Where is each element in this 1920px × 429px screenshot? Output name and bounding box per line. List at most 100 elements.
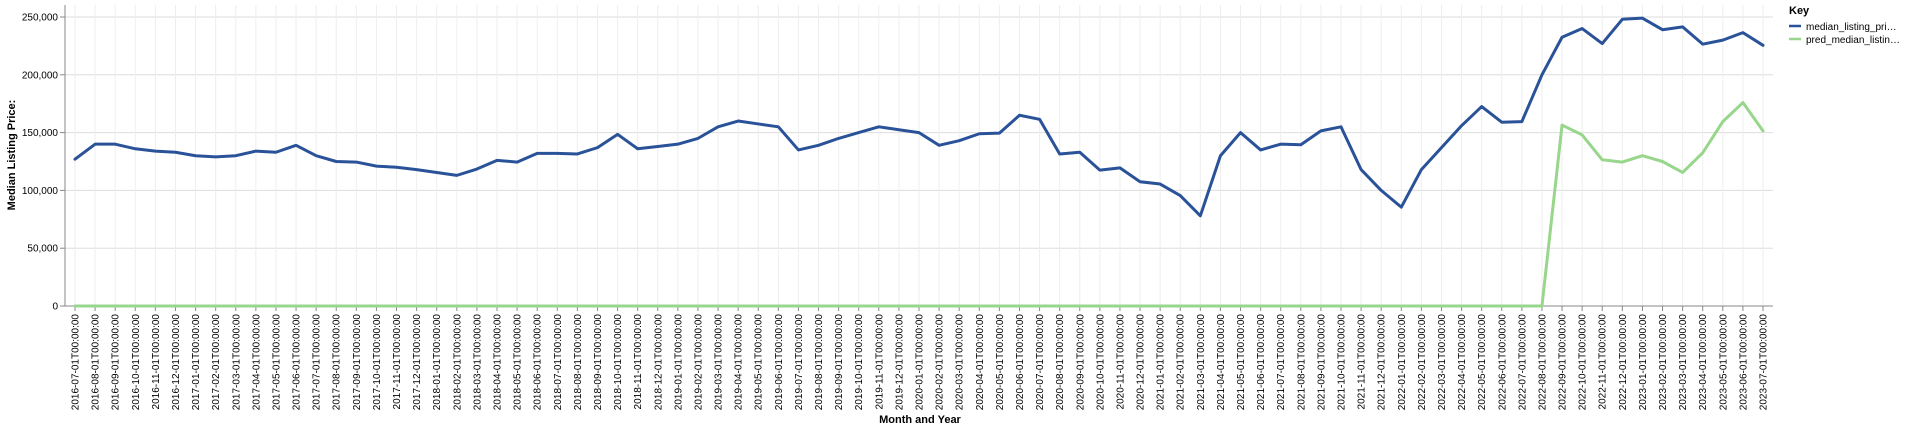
x-tick-label: 2020-05-01T00:00:00	[995, 314, 1006, 411]
x-tick-label: 2020-06-01T00:00:00	[1015, 314, 1026, 411]
series-layer	[73, 16, 1765, 308]
x-tick-label: 2021-04-01T00:00:00	[1216, 314, 1227, 411]
x-tick-label: 2021-07-01T00:00:00	[1276, 314, 1287, 411]
x-tick-label: 2020-03-01T00:00:00	[955, 314, 966, 411]
x-tick-label: 2019-01-01T00:00:00	[673, 314, 684, 411]
x-tick-label: 2020-09-01T00:00:00	[1075, 314, 1086, 411]
x-tick-label: 2023-07-01T00:00:00	[1759, 314, 1770, 411]
x-tick-label: 2016-11-01T00:00:00	[151, 314, 162, 410]
x-tick-label: 2017-05-01T00:00:00	[271, 314, 282, 411]
x-tick-label: 2018-11-01T00:00:00	[633, 314, 644, 410]
x-tick-label: 2020-01-01T00:00:00	[915, 314, 926, 411]
x-tick-label: 2019-05-01T00:00:00	[754, 314, 765, 411]
x-axis-ticks: 2016-07-01T00:00:00 2016-08-01T00:00:00 20…	[71, 306, 1770, 410]
legend: Key median_listing_pri… pred_median_list…	[1789, 5, 1900, 46]
x-tick-label: 2018-06-01T00:00:00	[533, 314, 544, 411]
x-tick-label: 2022-05-01T00:00:00	[1477, 314, 1488, 411]
x-tick-label: 2018-05-01T00:00:00	[513, 314, 524, 411]
x-tick-label: 2017-01-01T00:00:00	[191, 314, 202, 411]
y-tick-label: 150,000	[22, 128, 59, 139]
x-tick-label: 2022-03-01T00:00:00	[1437, 314, 1448, 411]
x-tick-label: 2018-01-01T00:00:00	[432, 314, 443, 411]
x-tick-label: 2023-02-01T00:00:00	[1658, 314, 1669, 411]
grid-lines	[65, 5, 1773, 307]
y-tick-label: 0	[52, 302, 58, 313]
x-tick-label: 2022-04-01T00:00:00	[1457, 314, 1468, 411]
x-tick-label: 2017-02-01T00:00:00	[211, 314, 222, 411]
x-tick-label: 2021-03-01T00:00:00	[1196, 314, 1207, 411]
x-tick-label: 2022-01-01T00:00:00	[1397, 314, 1408, 411]
y-tick-label: 100,000	[22, 186, 59, 197]
x-tick-label: 2016-12-01T00:00:00	[171, 314, 182, 411]
x-tick-label: 2018-04-01T00:00:00	[493, 314, 504, 411]
x-tick-label: 2018-09-01T00:00:00	[593, 314, 604, 411]
x-tick-label: 2019-07-01T00:00:00	[794, 314, 805, 411]
x-tick-label: 2017-04-01T00:00:00	[251, 314, 262, 411]
legend-label-median: median_listing_pri…	[1806, 22, 1897, 33]
x-tick-label: 2022-08-01T00:00:00	[1537, 314, 1548, 411]
x-tick-label: 2021-06-01T00:00:00	[1256, 314, 1267, 411]
x-tick-label: 2020-10-01T00:00:00	[1095, 314, 1106, 411]
x-tick-label: 2020-02-01T00:00:00	[935, 314, 946, 411]
x-tick-label: 2023-01-01T00:00:00	[1638, 314, 1649, 411]
x-tick-label: 2019-02-01T00:00:00	[693, 314, 704, 411]
x-tick-label: 2017-09-01T00:00:00	[352, 314, 363, 411]
x-tick-label: 2020-11-01T00:00:00	[1115, 314, 1126, 410]
x-tick-label: 2021-11-01T00:00:00	[1357, 314, 1368, 410]
x-tick-label: 2016-10-01T00:00:00	[131, 314, 142, 411]
x-tick-label: 2021-08-01T00:00:00	[1296, 314, 1307, 411]
x-tick-label: 2016-08-01T00:00:00	[91, 314, 102, 411]
y-tick-label: 250,000	[22, 13, 59, 24]
legend-label-pred: pred_median_listin…	[1806, 35, 1900, 46]
x-tick-label: 2020-04-01T00:00:00	[975, 314, 986, 411]
x-tick-label: 2022-10-01T00:00:00	[1578, 314, 1589, 411]
x-tick-label: 2023-06-01T00:00:00	[1738, 314, 1749, 411]
series-line-pred	[73, 101, 1765, 308]
x-tick-label: 2017-06-01T00:00:00	[292, 314, 303, 411]
x-tick-label: 2016-09-01T00:00:00	[111, 314, 122, 411]
x-tick-label: 2022-09-01T00:00:00	[1558, 314, 1569, 411]
x-tick-label: 2018-03-01T00:00:00	[472, 314, 483, 411]
x-tick-label: 2021-05-01T00:00:00	[1236, 314, 1247, 411]
x-tick-label: 2019-06-01T00:00:00	[774, 314, 785, 411]
x-tick-label: 2017-08-01T00:00:00	[332, 314, 343, 411]
x-tick-label: 2019-03-01T00:00:00	[714, 314, 725, 411]
x-tick-label: 2023-05-01T00:00:00	[1718, 314, 1729, 411]
y-axis-title: Median Listing Price:	[6, 100, 18, 211]
x-tick-label: 2017-03-01T00:00:00	[231, 314, 242, 411]
x-tick-label: 2019-10-01T00:00:00	[854, 314, 865, 411]
x-axis-title: Month and Year	[879, 414, 961, 426]
x-tick-label: 2022-07-01T00:00:00	[1517, 314, 1528, 411]
x-tick-label: 2022-06-01T00:00:00	[1497, 314, 1508, 411]
x-tick-label: 2018-07-01T00:00:00	[553, 314, 564, 411]
x-tick-label: 2018-08-01T00:00:00	[573, 314, 584, 411]
x-tick-label: 2021-01-01T00:00:00	[1156, 314, 1167, 411]
y-axis-ticks: 0 50,000 100,000 150,000 200,000 250,000	[22, 13, 65, 313]
x-tick-label: 2022-11-01T00:00:00	[1598, 314, 1609, 410]
x-tick-label: 2019-11-01T00:00:00	[874, 314, 885, 410]
x-tick-label: 2023-03-01T00:00:00	[1678, 314, 1689, 411]
x-tick-label: 2017-07-01T00:00:00	[312, 314, 323, 411]
x-tick-label: 2020-07-01T00:00:00	[1035, 314, 1046, 411]
x-tick-label: 2016-07-01T00:00:00	[71, 314, 82, 411]
x-tick-label: 2018-02-01T00:00:00	[452, 314, 463, 411]
x-tick-label: 2017-11-01T00:00:00	[392, 314, 403, 410]
x-tick-label: 2018-12-01T00:00:00	[653, 314, 664, 411]
x-tick-label: 2022-02-01T00:00:00	[1417, 314, 1428, 411]
legend-title: Key	[1789, 5, 1810, 17]
x-tick-label: 2019-08-01T00:00:00	[814, 314, 825, 411]
series-line-median	[73, 16, 1765, 218]
x-tick-label: 2022-12-01T00:00:00	[1618, 314, 1629, 411]
x-tick-label: 2019-12-01T00:00:00	[894, 314, 905, 411]
x-tick-label: 2017-10-01T00:00:00	[372, 314, 383, 411]
x-tick-label: 2018-10-01T00:00:00	[613, 314, 624, 411]
x-tick-label: 2019-09-01T00:00:00	[834, 314, 845, 411]
x-tick-label: 2021-10-01T00:00:00	[1337, 314, 1348, 411]
x-tick-label: 2021-02-01T00:00:00	[1176, 314, 1187, 411]
x-tick-label: 2020-08-01T00:00:00	[1055, 314, 1066, 411]
x-tick-label: 2021-09-01T00:00:00	[1316, 314, 1327, 411]
x-tick-label: 2021-12-01T00:00:00	[1377, 314, 1388, 411]
x-tick-label: 2023-04-01T00:00:00	[1698, 314, 1709, 411]
y-tick-label: 200,000	[22, 70, 59, 81]
